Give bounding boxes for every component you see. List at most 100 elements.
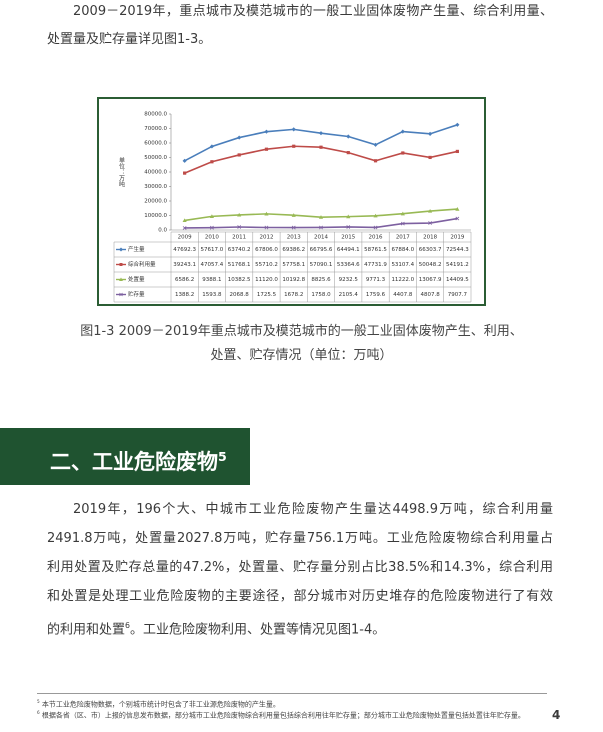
marker xyxy=(119,277,123,281)
footnote-mark: 6 xyxy=(37,710,40,715)
marker xyxy=(291,127,296,132)
table-cell: 63740.2 xyxy=(228,247,251,253)
footnote-ref: 6 xyxy=(125,621,130,630)
footnote-ref: 5 xyxy=(218,449,227,464)
marker xyxy=(455,122,460,127)
series-line xyxy=(184,217,458,229)
marker xyxy=(237,225,242,229)
marker xyxy=(237,212,242,217)
body-line: 和处置是处理工业危险废物的主要途径，部分城市对历史堆存的危险废物进行了有效 xyxy=(47,589,553,604)
marker xyxy=(428,155,432,160)
series-line xyxy=(184,145,458,174)
table-cell: 8825.6 xyxy=(311,277,331,283)
body-line: 2019年，196个大、中城市工业危险废物产生量达4498.9万吨，综合利用量 xyxy=(73,502,553,517)
section-title: 二、工业危险废物 xyxy=(50,450,218,474)
marker xyxy=(346,214,351,219)
table-cell: 47731.9 xyxy=(364,262,387,268)
intro-line: 2009－2019年，重点城市及模范城市的一般工业固体废物产生量、综合利用量、 xyxy=(73,4,553,19)
table-cell: 39243.1 xyxy=(173,262,196,268)
marker xyxy=(373,225,378,230)
x-tick-label: 2015 xyxy=(341,235,355,241)
table-cell: 7907.7 xyxy=(448,292,468,298)
chart: 单位：万吨 0.0 10000.0 20000.0 30000.0 40000.0 5000… xyxy=(113,112,472,303)
marker xyxy=(400,221,405,226)
x-tick-label: 2016 xyxy=(369,235,383,241)
y-tick-label: 70000.0 xyxy=(144,126,167,132)
body-line: 利用处置及贮存总量的47.2%，处置量、贮存量分别占比38.5%和14.3%，综… xyxy=(47,560,553,575)
y-tick-label: 40000.0 xyxy=(144,170,167,176)
table-cell: 57617.0 xyxy=(201,247,224,253)
marker xyxy=(183,171,187,175)
table-cell: 4807.8 xyxy=(420,292,440,298)
table-cell: 66303.7 xyxy=(419,247,442,253)
x-tick-label: 2019 xyxy=(450,235,464,241)
marker xyxy=(264,147,269,151)
table-cell: 53364.6 xyxy=(337,262,360,268)
x-tick-label: 2010 xyxy=(205,235,219,241)
legend-label: 贮存量 xyxy=(128,290,145,298)
footnote-text: 本节工业危险废物数据，个别城市统计时包含了非工业源危险废物的产生量。 xyxy=(41,700,280,709)
table-cell: 51768.1 xyxy=(228,262,251,268)
legend-label: 产生量 xyxy=(128,245,145,253)
marker xyxy=(237,153,241,157)
marker xyxy=(455,149,459,154)
table-cell: 1758.0 xyxy=(311,292,331,298)
table-cell: 4407.8 xyxy=(393,292,413,298)
table-cell: 1593.8 xyxy=(202,292,222,298)
marker xyxy=(182,218,187,223)
marker xyxy=(400,211,405,216)
legend-label: 综合利用量 xyxy=(128,260,156,268)
intro-line: 处置量及贮存量详见图1-3。 xyxy=(47,32,212,47)
footnote-rule xyxy=(37,693,547,694)
x-tick-label: 2017 xyxy=(396,235,410,241)
table-cell: 47692.3 xyxy=(173,247,196,253)
marker xyxy=(119,263,123,266)
marker xyxy=(291,225,296,230)
y-tick-label: 30000.0 xyxy=(144,184,167,190)
marker xyxy=(373,213,378,218)
table-cell: 55710.2 xyxy=(255,262,278,268)
table-cell: 9232.5 xyxy=(339,277,359,283)
marker xyxy=(237,135,242,140)
table-cell: 10192.8 xyxy=(282,277,305,283)
footnote-mark: 5 xyxy=(37,699,40,704)
table-cell: 67884.0 xyxy=(391,247,414,253)
text: 的利用和处置 xyxy=(47,622,126,638)
marker xyxy=(346,134,351,139)
table-cell: 1678.2 xyxy=(284,292,303,298)
table-cell: 9771.3 xyxy=(366,277,386,283)
figure: 单位：万吨 0.0 10000.0 20000.0 30000.0 40000.0 5000… xyxy=(97,97,486,306)
x-tick-label: 2011 xyxy=(232,235,246,241)
marker xyxy=(346,225,351,229)
table-cell: 1388.2 xyxy=(175,292,194,298)
text: 。工业危险废物利用、处置等情况见图1-4。 xyxy=(129,622,386,638)
marker xyxy=(119,247,123,252)
caption-line: 图1-3 2009－2019年重点城市及模范城市的一般工业固体废物产生、利用、 xyxy=(80,324,523,339)
caption-line: 处置、贮存情况（单位：万吨） xyxy=(210,348,393,363)
table-cell: 9388.1 xyxy=(202,277,221,283)
table-cell: 2105.4 xyxy=(339,292,359,298)
table-cell: 10382.5 xyxy=(228,277,251,283)
x-tick-label: 2012 xyxy=(259,235,273,241)
y-axis-label: 单位：万吨 xyxy=(118,156,125,187)
table-cell: 69386.2 xyxy=(282,247,305,253)
marker xyxy=(182,158,187,163)
x-tick-label: 2018 xyxy=(423,235,437,241)
body-line: 的利用和处置6。工业危险废物利用、处置等情况见图1-4。 xyxy=(47,618,553,638)
marker xyxy=(401,151,405,155)
table-cell: 53107.4 xyxy=(391,262,414,268)
legend-label: 处置量 xyxy=(128,275,145,283)
marker xyxy=(182,226,187,230)
x-tick-label: 2014 xyxy=(314,235,328,241)
x-tick-label: 2009 xyxy=(178,235,192,241)
table-cell: 1725.5 xyxy=(257,292,277,298)
marker xyxy=(455,207,460,211)
marker xyxy=(318,215,324,219)
y-tick-label: 20000.0 xyxy=(144,199,167,205)
marker xyxy=(319,145,323,149)
marker xyxy=(319,225,323,230)
footnote: 5 本节工业危险废物数据，个别城市统计时包含了非工业源危险废物的产生量。 xyxy=(37,697,537,709)
marker xyxy=(373,142,378,147)
table-cell: 66795.6 xyxy=(310,247,333,253)
